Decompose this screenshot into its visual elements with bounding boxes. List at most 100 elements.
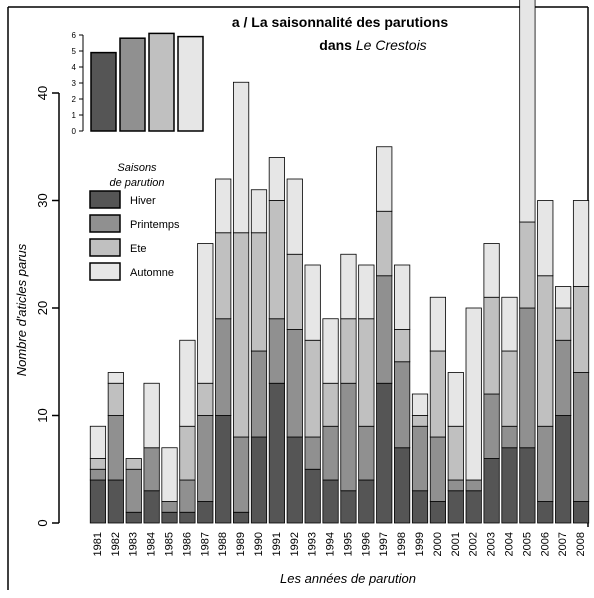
x-tick-label: 1982 — [110, 532, 122, 556]
bar-segment-printemps — [268, 318, 285, 384]
x-tick-label: 2002 — [468, 532, 480, 556]
bar-segment-printemps — [555, 339, 572, 416]
bar-segment-automne — [465, 307, 482, 481]
bar-segment-printemps — [519, 307, 536, 449]
bar-segment-ete — [501, 350, 518, 427]
x-tick-label: 1997 — [378, 532, 390, 556]
bar-segment-hiver — [572, 501, 590, 524]
bar-segment-ete — [322, 382, 339, 427]
bar-segment-hiver — [358, 479, 375, 524]
bar-segment-ete — [197, 382, 214, 416]
bar-segment-printemps — [447, 479, 464, 492]
x-tick-label: 1996 — [360, 532, 372, 556]
bar-segment-printemps — [179, 479, 196, 513]
bar-segment-printemps — [161, 501, 178, 513]
bar-segment-ete — [125, 458, 142, 470]
bar-segment-automne — [268, 157, 285, 201]
bar-segment-automne — [340, 253, 357, 320]
inset-bar-printemps — [119, 37, 146, 132]
bar-segment-hiver — [232, 511, 250, 524]
bar-segment-hiver — [161, 511, 178, 524]
chart-title-line2: dans Le Crestois — [319, 37, 426, 53]
legend-label: Ete — [130, 243, 147, 255]
x-tick-label: 2005 — [521, 532, 533, 556]
bar-segment-hiver — [107, 479, 124, 524]
bar-segment-printemps — [143, 447, 160, 492]
inset-y-tick-label: 1 — [72, 111, 77, 120]
y-axis-label: Nombre d'aticles parus — [14, 243, 29, 376]
bar-segment-printemps — [125, 468, 142, 513]
x-tick-label: 1981 — [92, 532, 104, 556]
bar-segment-automne — [232, 81, 250, 234]
bar-segment-printemps — [215, 318, 232, 416]
bar-segment-automne — [215, 178, 232, 234]
bar-segment-hiver — [125, 511, 142, 524]
bar-segment-ete — [394, 329, 411, 363]
bar-segment-automne — [447, 372, 464, 427]
bar-segment-printemps — [429, 436, 447, 502]
bar-segment-hiver — [340, 490, 357, 524]
bar-segment-printemps — [304, 436, 321, 470]
bar-segment-ete — [107, 382, 124, 416]
x-tick-label: 1991 — [271, 532, 283, 556]
bar-segment-ete — [572, 286, 590, 373]
inset-bar-automne — [177, 35, 204, 132]
bar-segment-printemps — [250, 350, 268, 438]
bar-segment-automne — [358, 264, 375, 320]
bar-segment-printemps — [197, 415, 214, 502]
bar-segment-hiver — [411, 490, 429, 524]
bar-segment-ete — [304, 339, 321, 438]
bar-segment-printemps — [501, 425, 518, 449]
bar-segment-printemps — [394, 361, 411, 449]
bar-segment-automne — [572, 200, 590, 287]
chart-title-line1: a / La saisonnalité des parutions — [232, 14, 448, 30]
inset-chart: 0 1 2 3 4 5 6 — [72, 31, 204, 136]
bar-segment-hiver — [268, 382, 285, 524]
inset-y-tick-label: 4 — [72, 63, 77, 72]
bar-segment-printemps — [89, 468, 107, 481]
bar-segment-ete — [286, 253, 303, 330]
y-tick-label: 40 — [35, 86, 50, 100]
bar-segment-printemps — [483, 393, 500, 459]
bar-segment-ete — [483, 296, 500, 395]
x-tick-label: 1992 — [289, 532, 301, 556]
y-axis: 0 10 20 30 40 — [35, 86, 60, 527]
x-tick-label: 1989 — [235, 532, 247, 556]
y-tick-label: 30 — [35, 193, 50, 207]
bar-segment-printemps — [572, 372, 590, 502]
x-tick-label: 2007 — [557, 532, 569, 556]
inset-y-tick-label: 6 — [72, 31, 77, 40]
bar-segment-ete — [340, 318, 357, 384]
legend-title-line1: Saisons — [117, 162, 157, 174]
x-tick-label: 1987 — [199, 532, 211, 556]
x-tick-label: 1999 — [414, 532, 426, 556]
legend-swatch — [89, 238, 121, 257]
inset-y-tick-label: 3 — [72, 79, 77, 88]
bar-segment-ete — [537, 275, 554, 427]
bar-segment-printemps — [286, 329, 303, 438]
x-tick-label: 2001 — [450, 532, 462, 556]
x-tick-label: 2003 — [486, 532, 498, 556]
bar-segment-automne — [501, 296, 518, 352]
bar-segment-printemps — [537, 425, 554, 502]
x-tick-label: 2000 — [432, 532, 444, 556]
legend-label: Automne — [130, 267, 174, 279]
x-axis-ticks: 1981 1982 1983 1984 1985 1986 1987 1988 1989 1990… — [92, 532, 587, 556]
bar-segment-automne — [250, 189, 268, 234]
bar-segment-automne — [483, 243, 500, 298]
bar-segment-hiver — [465, 490, 482, 524]
x-tick-label: 1986 — [181, 532, 193, 556]
bar-segment-printemps — [465, 479, 482, 492]
legend-swatch — [89, 190, 121, 209]
bar-segment-ete — [376, 210, 393, 277]
bar-segment-automne — [197, 243, 214, 384]
legend-title-line2: de parution — [109, 177, 164, 189]
bar-segment-hiver — [143, 490, 160, 524]
y-tick-label: 20 — [35, 301, 50, 315]
chart-title-line2-italic: Le Crestois — [356, 37, 427, 53]
x-tick-label: 1994 — [325, 532, 337, 556]
legend-swatch — [89, 262, 121, 281]
y-tick-label: 10 — [35, 408, 50, 422]
bar-segment-hiver — [197, 501, 214, 524]
x-tick-label: 1995 — [342, 532, 354, 556]
